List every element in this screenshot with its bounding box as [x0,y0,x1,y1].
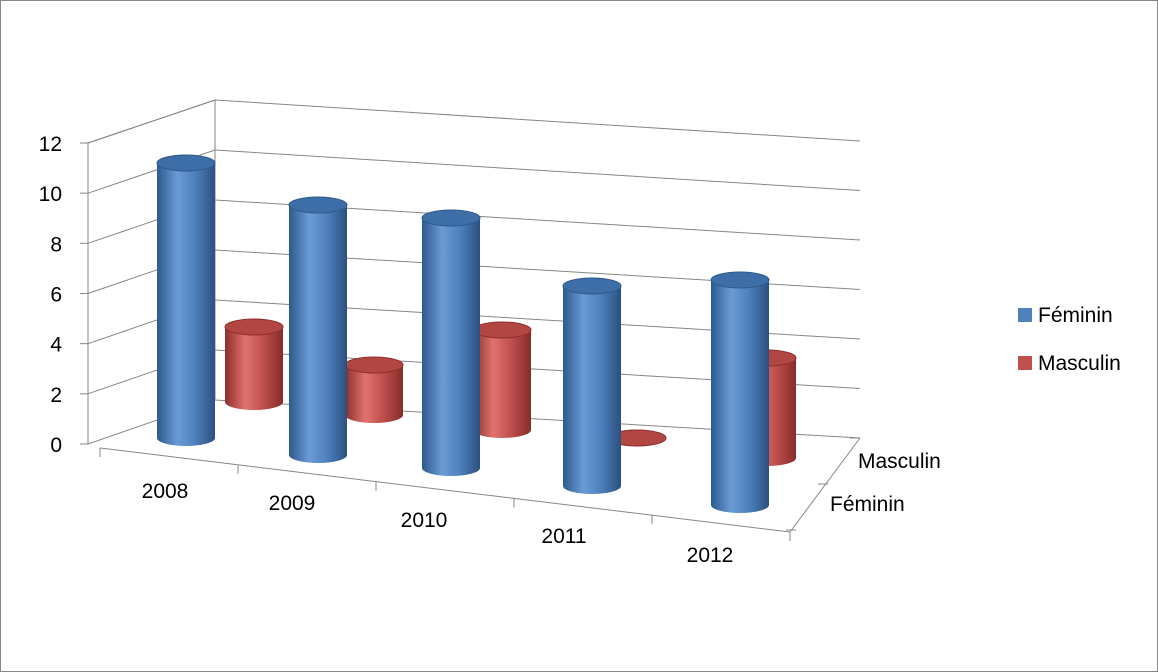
x-tick-label: 2008 [142,480,189,503]
legend-label-feminin: Féminin [1038,304,1113,327]
bar-feminin-2010-body [422,218,480,476]
bar-masculin-2008-body [225,327,283,410]
x-tick-labels: 2008 2009 2010 2011 2012 [99,448,791,567]
bar-feminin-2011 [562,277,622,494]
bar-masculin-2009 [344,356,404,423]
bar-feminin-2011-cap [562,277,622,295]
bar-masculin-2010 [472,321,532,438]
depth-label-masculin: Masculin [858,450,941,473]
x-tick-label: 2012 [687,544,734,567]
gridline-back [214,99,861,142]
bar-masculin-2009-cap [344,356,404,374]
x-axis-line [99,447,791,533]
bar-feminin-2009 [288,196,348,463]
bar-masculin-2008-cap [224,318,284,336]
bar-masculin-2010-cap [472,321,532,339]
bar-masculin-2009-body [345,365,403,423]
gridline-back [214,149,861,191]
x-tick-label: 2011 [541,525,586,548]
legend-swatch-feminin [1018,308,1032,322]
bar-feminin-2009-body [289,205,347,463]
depth-label-feminin: Féminin [830,493,905,516]
bar-feminin-2012 [710,271,770,513]
bar-feminin-2008-body [157,163,215,446]
legend: Féminin Masculin [1018,304,1121,375]
x-tick-label: 2010 [401,509,448,532]
y-tick-label: 10 [39,183,62,206]
y-tick-label: 4 [50,334,62,357]
bar-feminin-2008 [156,154,216,446]
bar-masculin-2010-body [473,330,531,438]
bar-feminin-2010 [421,209,481,476]
gridline-left [87,99,216,144]
bar-feminin-2012-body [711,280,769,513]
depth-tick-labels: Masculin Féminin [786,437,941,531]
y-tick-label: 6 [50,284,62,307]
x-tick-label: 2009 [269,492,316,515]
legend-label-masculin: Masculin [1038,352,1121,375]
bar-feminin-2011-body [563,286,621,494]
y-tick-label: 0 [50,434,62,457]
bar-feminin-2009-cap [288,196,348,214]
bar-feminin-2010-cap [421,209,481,227]
bar-feminin-2008-cap [156,154,216,172]
y-tick-label: 8 [50,233,62,256]
legend-swatch-masculin [1018,356,1032,370]
bars-group [156,154,797,513]
y-tick-label: 2 [50,384,62,407]
bar-feminin-2012-cap [710,271,770,289]
bar-masculin-2008 [224,318,284,410]
y-tick-label: 12 [39,133,62,156]
depth-axis-line [789,437,861,533]
y-tick-labels: 0 2 4 6 8 10 12 [39,133,88,457]
